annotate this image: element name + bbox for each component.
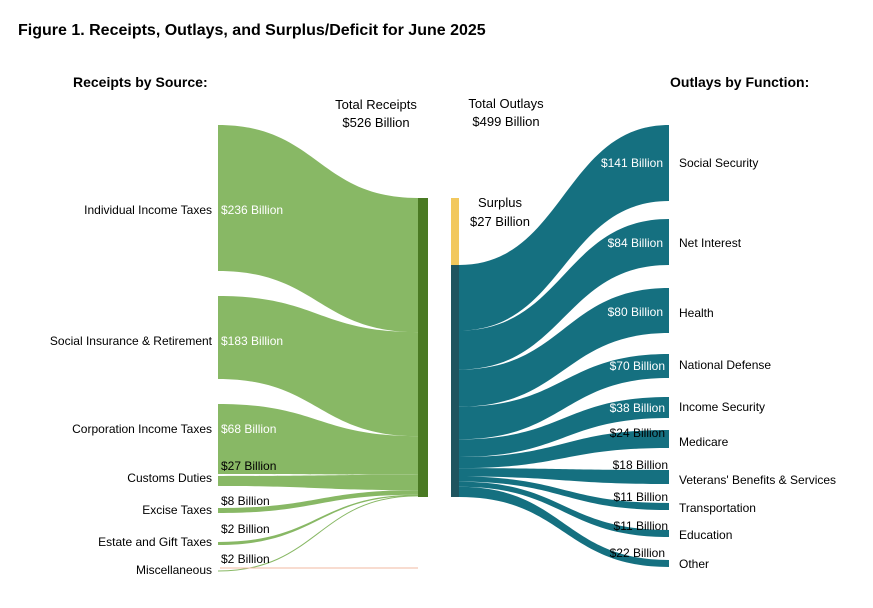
receipt-label-social-insurance-and-retirement: Social Insurance & Retirement — [50, 334, 213, 348]
outlay-label-health: Health — [679, 306, 714, 320]
outlay-value-medicare: $24 Billion — [610, 426, 665, 440]
outlay-flow-education — [459, 481, 669, 537]
outlay-flow-national-defense — [459, 354, 669, 440]
total-receipts-bar — [418, 198, 428, 497]
outlay-label-national-defense: National Defense — [679, 358, 771, 372]
outlay-flow-health — [459, 288, 669, 407]
outlay-value-health: $80 Billion — [608, 305, 663, 319]
receipt-label-excise-taxes: Excise Taxes — [142, 503, 212, 517]
outlay-value-education: $11 Billion — [614, 519, 668, 533]
outlay-label-transportation: Transportation — [679, 501, 756, 515]
surplus-label: Surplus — [478, 195, 523, 210]
outlay-label-income-security: Income Security — [679, 400, 765, 414]
outlay-label-veterans-benefits-and-services: Veterans' Benefits & Services — [679, 473, 836, 487]
receipt-value-estate-and-gift-taxes: $2 Billion — [221, 522, 270, 536]
receipt-flow-excise-taxes — [218, 490, 418, 513]
outlay-flow-veterans-benefits-and-services — [459, 468, 669, 484]
outlay-value-national-defense: $70 Billion — [610, 359, 665, 373]
surplus-value: $27 Billion — [470, 214, 530, 229]
outlay-flows — [459, 125, 669, 567]
receipt-value-excise-taxes: $8 Billion — [221, 494, 270, 508]
outlay-flow-other — [459, 486, 669, 567]
receipt-flow-customs-duties — [218, 474, 418, 491]
total-outlays-label: Total Outlays — [468, 96, 544, 111]
outlay-flow-income-security — [459, 397, 669, 458]
receipt-value-corporation-income-taxes: $68 Billion — [221, 422, 276, 436]
outlay-label-net-interest: Net Interest — [679, 236, 742, 250]
total-outlays-value: $499 Billion — [472, 114, 539, 129]
outlay-label-social-security: Social Security — [679, 156, 758, 170]
receipt-value-social-insurance-and-retirement: $183 Billion — [221, 334, 283, 348]
receipt-label-individual-income-taxes: Individual Income Taxes — [84, 203, 212, 217]
figure-title: Figure 1. Receipts, Outlays, and Surplus… — [18, 22, 486, 39]
outlay-flow-social-security — [459, 125, 669, 331]
receipt-flows — [217, 125, 419, 572]
receipts-heading: Receipts by Source: — [73, 74, 208, 90]
outlay-flow-transportation — [459, 476, 669, 510]
receipt-value-customs-duties: $27 Billion — [221, 459, 276, 473]
outlay-value-social-security: $141 Billion — [601, 156, 663, 170]
receipt-flow-corporation-income-taxes — [218, 404, 418, 475]
receipt-flow-social-insurance-and-retirement — [218, 296, 418, 437]
outlay-label-medicare: Medicare — [679, 435, 729, 449]
chart-labels: Total Receipts $526 Billion Total Outlay… — [50, 96, 836, 577]
receipt-label-corporation-income-taxes: Corporation Income Taxes — [72, 422, 212, 436]
total-receipts-value: $526 Billion — [342, 115, 409, 130]
outlay-value-transportation: $11 Billion — [614, 490, 668, 504]
receipt-label-estate-and-gift-taxes: Estate and Gift Taxes — [98, 535, 212, 549]
outlay-label-education: Education — [679, 528, 732, 542]
outlay-value-other: $22 Billion — [610, 546, 665, 560]
total-outlays-bar — [451, 265, 459, 497]
outlay-value-income-security: $38 Billion — [610, 401, 665, 415]
outlay-flow-medicare — [459, 430, 669, 469]
outlay-value-net-interest: $84 Billion — [608, 236, 663, 250]
total-bars — [418, 198, 459, 497]
outlays-heading: Outlays by Function: — [670, 74, 810, 90]
total-receipts-label: Total Receipts — [335, 97, 417, 112]
receipt-flow-individual-income-taxes — [218, 125, 418, 333]
outlay-value-veterans-benefits-and-services: $18 Billion — [613, 458, 668, 472]
outlay-label-other: Other — [679, 557, 709, 571]
surplus-bar — [451, 198, 459, 265]
outlay-flow-net-interest — [459, 219, 669, 370]
receipt-label-miscellaneous: Miscellaneous — [136, 563, 212, 577]
receipt-value-miscellaneous: $2 Billion — [221, 552, 270, 566]
receipt-value-individual-income-taxes: $236 Billion — [221, 203, 283, 217]
receipt-flow-estate-and-gift-taxes — [218, 494, 418, 545]
receipt-label-customs-duties: Customs Duties — [127, 471, 212, 485]
